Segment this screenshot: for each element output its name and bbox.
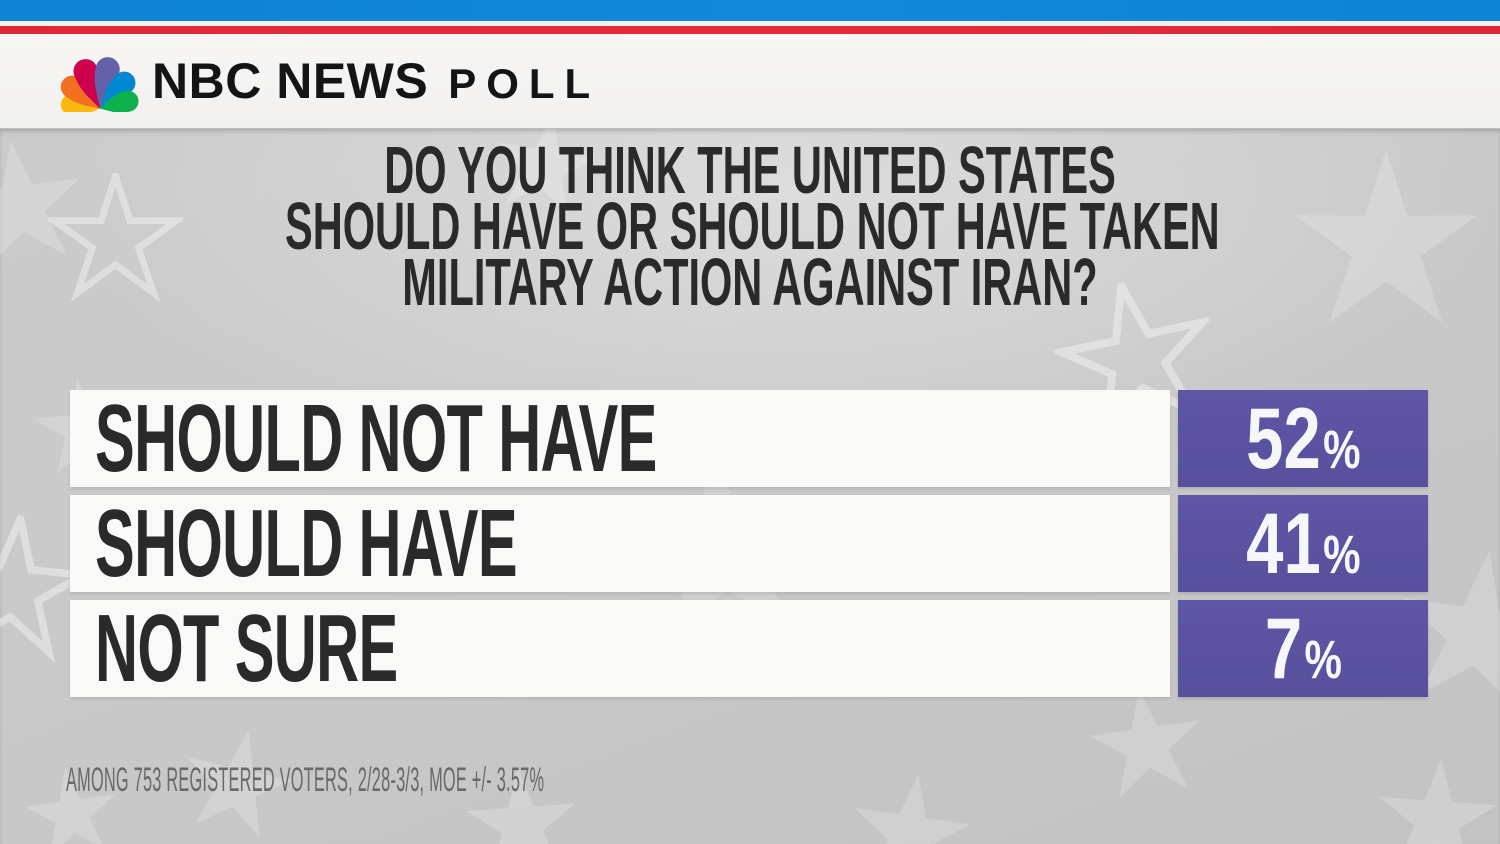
result-value-box: 7 % <box>1178 600 1428 697</box>
result-label: NOT SURE <box>95 594 398 702</box>
result-value: 41 <box>1245 495 1321 592</box>
question-line: SHOULD HAVE OR SHOULD NOT HAVE TAKEN <box>285 189 1220 264</box>
star-watermark-icon <box>48 173 183 308</box>
results-list: SHOULD NOT HAVE 52 % SHOULD HAVE 41 % <box>70 385 1428 705</box>
star-watermark-icon <box>1286 145 1486 345</box>
brand-lockup: NBC NEWS POLL <box>58 50 600 112</box>
result-value: 7 <box>1264 600 1302 697</box>
header: NBC NEWS POLL <box>0 34 1500 129</box>
brand-suffix: POLL <box>448 60 601 107</box>
result-row: NOT SURE 7 % <box>70 595 1428 702</box>
result-value-box: 41 % <box>1178 495 1428 592</box>
result-label-bar: SHOULD NOT HAVE <box>70 385 1170 492</box>
result-label-bar: NOT SURE <box>70 595 1170 702</box>
question-line: MILITARY ACTION AGAINST IRAN? <box>402 245 1098 320</box>
percent-sign: % <box>1322 524 1361 585</box>
top-red-stripe <box>0 26 1500 34</box>
footnote: AMONG 753 REGISTERED VOTERS, 2/28-3/3, M… <box>66 761 545 799</box>
poll-question: DO YOU THINK THE UNITED STATES SHOULD HA… <box>285 133 1220 320</box>
brand-name: NBC NEWS <box>152 53 429 109</box>
result-row: SHOULD HAVE 41 % <box>70 490 1428 597</box>
result-label-bar: SHOULD HAVE <box>70 490 1170 597</box>
top-blue-bar <box>0 0 1500 21</box>
star-watermark-icon <box>838 763 983 844</box>
result-value: 52 <box>1245 390 1321 487</box>
percent-sign: % <box>1304 629 1342 690</box>
percent-sign: % <box>1322 419 1361 480</box>
question-line: DO YOU THINK THE UNITED STATES <box>384 133 1116 208</box>
nbc-peacock-icon <box>60 57 139 112</box>
top-white-strip <box>0 21 1500 26</box>
result-row: SHOULD NOT HAVE 52 % <box>70 385 1428 492</box>
result-label: SHOULD NOT HAVE <box>95 384 657 492</box>
stage: DO YOU THINK THE UNITED STATES SHOULD HA… <box>0 129 1500 844</box>
result-value-box: 52 % <box>1178 390 1428 487</box>
star-watermark-icon <box>1368 751 1500 844</box>
result-label: SHOULD HAVE <box>95 489 518 597</box>
